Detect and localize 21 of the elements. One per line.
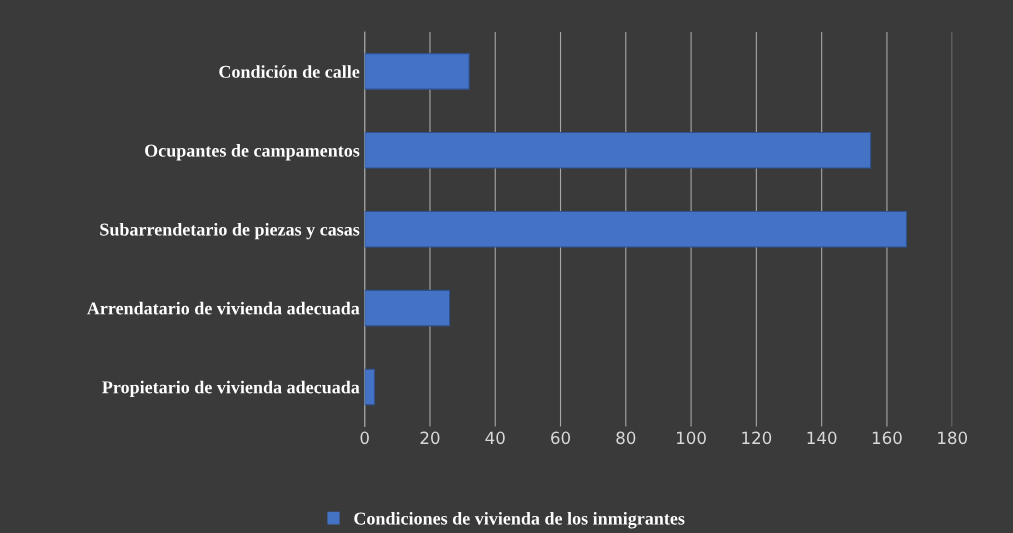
x-tick-label: 0: [360, 431, 369, 445]
y-tick-label: Propietario de vivienda adecuada: [102, 380, 360, 398]
x-tick-label: 140: [807, 431, 837, 445]
x-tick-label: 40: [485, 431, 505, 445]
y-tick-label: Condición de calle: [219, 65, 360, 78]
bar: [364, 289, 451, 327]
bar: [364, 210, 908, 248]
bar: [364, 132, 872, 169]
bar: [364, 53, 470, 90]
x-tick-label: 60: [551, 431, 571, 445]
x-tick-label: 180: [938, 431, 968, 445]
x-tick-label: 80: [616, 431, 636, 445]
y-tick-label: Arrendatario de vivienda adecuada: [86, 301, 360, 315]
y-tick-label: Subarrendetario de piezas y casas: [100, 222, 360, 240]
x-tick-label: 20: [420, 431, 440, 445]
x-tick-label: 100: [677, 431, 706, 445]
x-tick-label: 160: [872, 431, 902, 445]
y-tick-label: Ocupantes de campamentos: [145, 144, 360, 161]
legend-label: Condiciones de vivienda de los inmigrantes: [354, 511, 685, 529]
x-tick-label: 120: [742, 431, 772, 445]
bar: [364, 368, 376, 406]
